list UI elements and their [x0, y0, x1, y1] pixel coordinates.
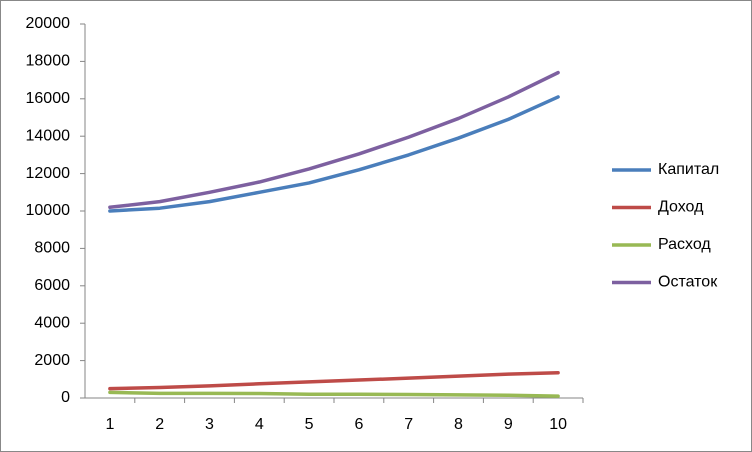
x-tick-label: 9 — [504, 416, 513, 433]
legend-label: Капитал — [658, 161, 719, 178]
legend-label: Остаток — [658, 274, 718, 291]
y-tick-label: 0 — [61, 389, 70, 406]
x-tick-label: 3 — [205, 416, 214, 433]
y-tick-label: 6000 — [34, 277, 70, 294]
series-line — [108, 371, 560, 391]
y-tick-label: 12000 — [26, 165, 71, 182]
y-tick-label: 2000 — [34, 352, 70, 369]
y-tick-label: 18000 — [26, 53, 71, 70]
y-tick-label: 10000 — [26, 202, 71, 219]
x-tick-label: 6 — [354, 416, 363, 433]
legend-label: Доход — [658, 199, 704, 216]
x-tick-label: 5 — [305, 416, 314, 433]
y-tick-label: 16000 — [26, 90, 71, 107]
series-line — [108, 70, 560, 210]
x-tick-label: 10 — [549, 416, 567, 433]
x-tick-label: 4 — [255, 416, 264, 433]
x-tick-label: 7 — [404, 416, 413, 433]
series-line — [108, 390, 560, 398]
y-tick-label: 14000 — [26, 127, 71, 144]
y-tick-label: 8000 — [34, 240, 70, 257]
y-tick-label: 20000 — [26, 15, 71, 32]
x-tick-label: 8 — [454, 416, 463, 433]
x-tick-label: 1 — [105, 416, 114, 433]
x-tick-label: 2 — [155, 416, 164, 433]
series-line — [108, 95, 560, 213]
legend-label: Расход — [658, 236, 711, 253]
y-tick-label: 4000 — [34, 314, 70, 331]
